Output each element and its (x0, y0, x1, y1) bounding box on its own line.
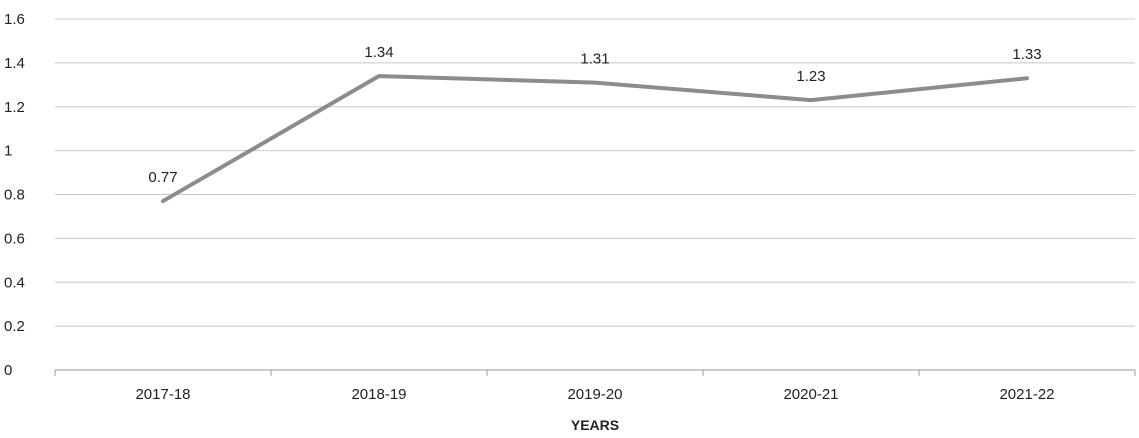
y-tick-label: 1 (4, 143, 12, 160)
series (161, 74, 1029, 204)
x-axis-title: YEARS (571, 417, 619, 433)
x-tick-label: 2021-22 (999, 386, 1054, 403)
data-label: 1.31 (580, 51, 609, 68)
data-labels: 0.77 1.34 1.31 1.23 1.33 (148, 44, 1041, 186)
data-label: 1.34 (364, 44, 393, 61)
y-tick-labels: 0 0.2 0.4 0.6 0.8 1 1.2 1.4 1.6 (4, 11, 25, 379)
series-line (161, 74, 1029, 204)
y-tick-label: 0.4 (4, 274, 25, 291)
x-tick-label: 2018-19 (351, 386, 406, 403)
y-tick-label: 0.8 (4, 187, 25, 204)
y-tick-label: 1.4 (4, 55, 25, 72)
y-tick-label: 0.6 (4, 230, 25, 247)
gridlines (55, 18, 1135, 327)
y-tick-label: 1.6 (4, 11, 25, 28)
data-label: 1.23 (796, 68, 825, 85)
data-label: 1.33 (1012, 46, 1041, 63)
y-tick-label: 0.2 (4, 318, 25, 335)
y-tick-label: 0 (4, 362, 12, 379)
x-tick-label: 2019-20 (567, 386, 622, 403)
x-tick-label: 2017-18 (135, 386, 190, 403)
x-tick-labels: 2017-18 2018-19 2019-20 2020-21 2021-22 (54, 370, 1136, 403)
y-tick-label: 1.2 (4, 99, 25, 116)
data-label: 0.77 (148, 169, 177, 186)
x-tick-label: 2020-21 (783, 386, 838, 403)
